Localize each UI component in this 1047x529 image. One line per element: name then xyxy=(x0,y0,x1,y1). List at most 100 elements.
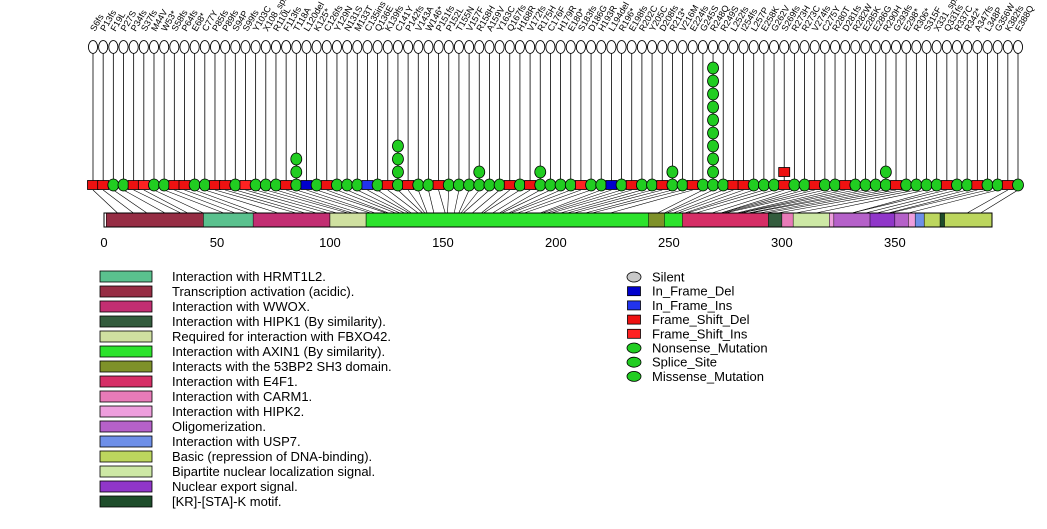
mutation-marker xyxy=(320,180,333,190)
mutation-marker xyxy=(351,178,364,192)
label-ellipse xyxy=(931,40,942,54)
label-ellipse xyxy=(860,40,871,54)
label-ellipse xyxy=(484,40,495,54)
mutation-marker xyxy=(707,74,719,88)
label-ellipse xyxy=(992,40,1003,54)
position-fan-line xyxy=(876,189,968,214)
position-fan-line xyxy=(750,189,876,214)
position-fan-line xyxy=(357,189,405,214)
label-ellipse xyxy=(850,40,861,54)
domain-segment xyxy=(106,212,204,228)
label-ellipse xyxy=(657,40,668,54)
domain-legend-label: Interaction with AXIN1 (By similarity). xyxy=(172,344,385,359)
domain-legend-swatch xyxy=(99,270,153,283)
mutation-marker xyxy=(778,167,791,177)
label-ellipse xyxy=(616,40,627,54)
position-fan-line xyxy=(741,189,856,214)
position-fan-line xyxy=(102,189,134,214)
position-fan-line xyxy=(759,189,886,214)
mutation-marker xyxy=(280,180,293,190)
mutation-marker xyxy=(910,178,923,192)
mutation-marker xyxy=(209,180,221,190)
position-fan-line xyxy=(296,189,371,214)
mutation-marker xyxy=(717,178,730,192)
label-ellipse xyxy=(606,40,617,54)
label-ellipse xyxy=(382,40,393,54)
label-ellipse xyxy=(962,40,973,54)
mutation-marker xyxy=(137,180,150,190)
label-ellipse xyxy=(911,40,922,54)
position-fan-line xyxy=(711,189,785,214)
label-ellipse xyxy=(819,40,830,54)
domain-segment xyxy=(792,212,830,228)
mutation-marker xyxy=(605,180,618,190)
position-fan-line xyxy=(795,189,917,214)
mutation-type-legend-label: Frame_Shift_Del xyxy=(652,312,750,327)
label-ellipse xyxy=(209,40,221,54)
position-fan-line xyxy=(387,189,419,214)
position-fan-line xyxy=(204,189,279,214)
label-ellipse xyxy=(159,40,170,54)
label-ellipse xyxy=(342,40,353,54)
label-ellipse xyxy=(504,40,515,54)
label-ellipse xyxy=(870,40,881,54)
label-ellipse xyxy=(118,40,129,54)
mutation-marker xyxy=(290,152,303,166)
position-fan-line xyxy=(407,189,426,214)
label-ellipse-row xyxy=(87,40,1024,54)
mutation-type-legend-label: In_Frame_Del xyxy=(652,284,734,299)
position-fan-line xyxy=(225,189,306,214)
domain-legend-swatch xyxy=(99,465,153,478)
mutation-marker xyxy=(158,178,171,192)
label-ellipse xyxy=(890,40,902,54)
position-fan-line xyxy=(174,189,236,214)
mutation-marker xyxy=(371,178,384,192)
mutation-marker xyxy=(270,178,282,192)
label-ellipse xyxy=(250,40,261,54)
position-fan-line xyxy=(153,189,204,214)
mutation-type-legend-swatch xyxy=(627,300,641,311)
mutation-marker xyxy=(961,178,974,192)
position-fan-line xyxy=(560,189,642,214)
mutation-marker xyxy=(534,165,547,179)
domain-legend: Interaction with HRMT1L2.Transcription a… xyxy=(99,269,392,509)
mutation-marker xyxy=(686,180,699,190)
position-fan-line xyxy=(980,189,1019,214)
mutation-marker xyxy=(707,178,719,192)
label-ellipse xyxy=(291,40,302,54)
label-ellipse xyxy=(667,40,678,54)
mutation-marker xyxy=(859,178,872,192)
position-fan-line xyxy=(447,189,450,214)
mutation-marker xyxy=(392,165,404,179)
mutation-marker xyxy=(879,165,892,179)
mutation-type-legend-swatch xyxy=(627,314,641,325)
position-fan-line xyxy=(723,189,815,214)
label-ellipse xyxy=(586,40,597,54)
mutation-marker xyxy=(148,178,160,192)
mutation-marker xyxy=(463,178,475,192)
domain-legend-label: Interaction with USP7. xyxy=(172,434,301,449)
position-fan-line xyxy=(908,189,998,214)
mutation-marker xyxy=(229,178,242,192)
mutation-marker xyxy=(534,178,547,192)
mutation-type-legend-label: In_Frame_Ins xyxy=(652,298,733,313)
mutation-marker xyxy=(829,178,841,192)
mutation-marker xyxy=(310,178,323,192)
x-tick-label: 100 xyxy=(319,235,341,250)
label-ellipse xyxy=(514,40,525,54)
mutation-type-legend-swatch xyxy=(626,370,642,382)
position-fan-line xyxy=(657,189,704,214)
position-fan-line xyxy=(275,189,353,214)
mutation-type-legend-swatch xyxy=(626,342,642,354)
label-ellipse xyxy=(677,40,688,54)
domain-legend-swatch xyxy=(99,345,153,358)
mutation-type-legend-label: Frame_Shift_Ins xyxy=(652,326,748,341)
position-fan-line xyxy=(524,189,592,214)
position-fan-line xyxy=(286,189,360,214)
label-ellipse xyxy=(687,40,698,54)
label-ellipse xyxy=(311,40,322,54)
label-ellipse xyxy=(362,40,373,54)
label-ellipse xyxy=(697,40,708,54)
label-ellipse xyxy=(230,40,241,54)
mutation-marker xyxy=(818,178,831,192)
